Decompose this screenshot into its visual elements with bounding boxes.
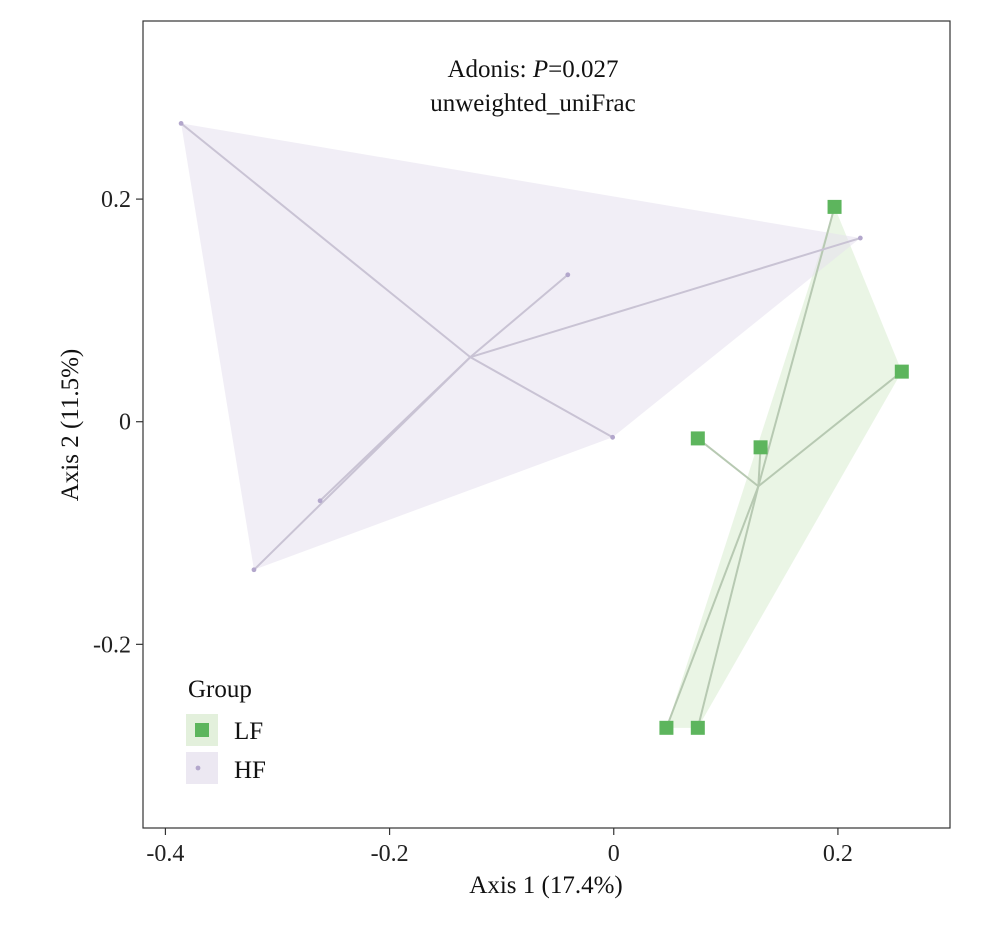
point-lf (753, 440, 768, 455)
point-hf (251, 567, 257, 573)
legend-title: Group (188, 676, 252, 703)
chart-subtitle: unweighted_uniFrac (430, 90, 636, 117)
y-tick-label: 0 (119, 410, 131, 436)
spoke-lf (696, 486, 760, 729)
y-tick-label: 0.2 (101, 187, 131, 213)
point-lf (690, 720, 705, 735)
spoke-lf (757, 370, 903, 488)
hull-hf (181, 123, 861, 570)
plot-panel-border (142, 20, 951, 829)
spoke-lf (757, 206, 836, 487)
legend-item-hf: HF (186, 752, 266, 784)
point-hf (565, 272, 571, 278)
spoke-lf (665, 485, 760, 729)
spoke-hf (469, 356, 614, 439)
y-axis-label: Axis 2 (11.5%) (57, 349, 84, 502)
spoke-hf (180, 122, 471, 358)
point-lf (894, 364, 909, 379)
legend-key-hf-background (186, 752, 218, 784)
y-tick-label: -0.2 (93, 632, 131, 658)
legend-key-hf-marker (195, 765, 201, 771)
spoke-hf (253, 356, 471, 571)
legend: Group LF HF (186, 676, 266, 784)
point-hf (317, 498, 323, 504)
title-stat-symbol: P (532, 56, 548, 83)
spoke-hf (469, 274, 569, 358)
point-hf (610, 434, 616, 440)
point-lf (690, 431, 705, 446)
point-lf (827, 199, 842, 214)
legend-label-hf: HF (234, 757, 266, 784)
title-prefix: Adonis: (447, 56, 532, 83)
group-hulls (181, 123, 902, 728)
x-tick-label: 0 (608, 841, 620, 867)
x-tick-label: -0.4 (146, 841, 184, 867)
x-tick-label: -0.2 (371, 841, 409, 867)
legend-key-lf-marker (195, 723, 209, 737)
x-axis-label: Axis 1 (17.4%) (469, 872, 622, 899)
point-lf (659, 720, 674, 735)
point-hf (857, 235, 863, 241)
title-stat-value: =0.027 (548, 56, 618, 83)
hull-lf (666, 206, 902, 728)
legend-item-lf: LF (186, 714, 263, 746)
axis-ticks (136, 198, 839, 835)
legend-label-lf: LF (234, 718, 263, 745)
centroid-spokes (180, 122, 903, 729)
point-hf (178, 121, 184, 126)
data-points (178, 121, 909, 735)
axis-tick-labels: -0.4 -0.2 0 0.2 -0.2 0 0.2 (93, 187, 853, 867)
x-tick-label: 0.2 (823, 841, 853, 867)
spoke-hf (469, 237, 861, 359)
spoke-lf (697, 437, 759, 488)
chart-title: Adonis: P=0.027 (447, 56, 618, 83)
